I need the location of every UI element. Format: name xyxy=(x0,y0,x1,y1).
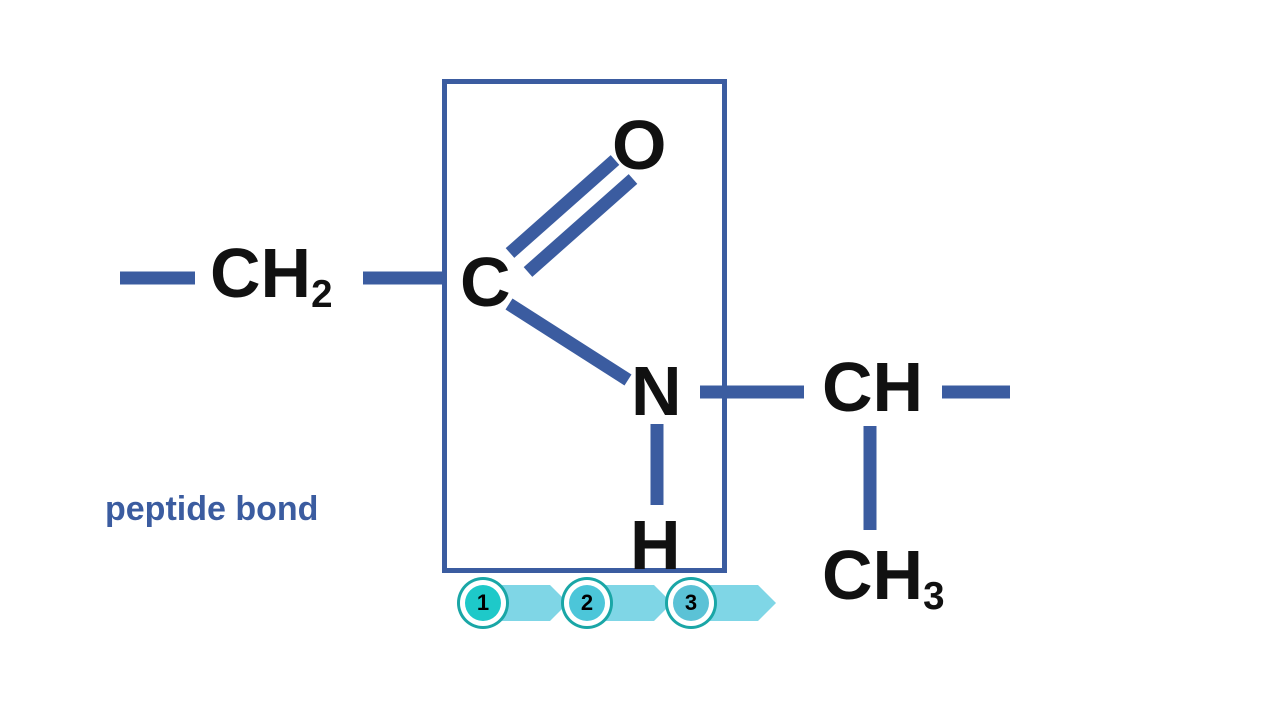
atom-o-label: O xyxy=(612,106,666,184)
step-arrow xyxy=(610,585,668,621)
atom-n-label: N xyxy=(631,352,682,430)
step-badge-label: 1 xyxy=(477,590,489,616)
peptide-bond-box xyxy=(442,79,727,573)
atom-ch2-label: CH xyxy=(210,234,311,312)
atom-ch2: CH2 xyxy=(210,238,333,308)
diagram-stage: CH2 C O N H CH CH3 peptide bond 123 xyxy=(0,0,1280,720)
atom-n: N xyxy=(631,356,682,426)
atom-ch3-label: CH xyxy=(822,536,923,614)
caption-peptide-bond: peptide bond xyxy=(105,490,318,529)
caption-text: peptide bond xyxy=(105,490,318,528)
atom-ch3-sub: 3 xyxy=(923,575,944,618)
atom-ch2-sub: 2 xyxy=(311,273,332,316)
atom-h: H xyxy=(630,510,681,580)
step-badge-label: 2 xyxy=(581,590,593,616)
step-badge-2[interactable]: 2 xyxy=(564,580,610,626)
step-badge-1[interactable]: 1 xyxy=(460,580,506,626)
atom-ch: CH xyxy=(822,352,923,422)
atom-ch3: CH3 xyxy=(822,540,945,610)
atom-c-label: C xyxy=(460,243,511,321)
step-badge-label: 3 xyxy=(685,590,697,616)
atom-c: C xyxy=(460,247,511,317)
step-indicator: 1 2 3 xyxy=(460,580,772,626)
step-arrow xyxy=(714,585,772,621)
step-arrow xyxy=(506,585,564,621)
step-badge-3[interactable]: 3 xyxy=(668,580,714,626)
atom-h-label: H xyxy=(630,506,681,584)
atom-ch-label: CH xyxy=(822,348,923,426)
atom-o: O xyxy=(612,110,666,180)
